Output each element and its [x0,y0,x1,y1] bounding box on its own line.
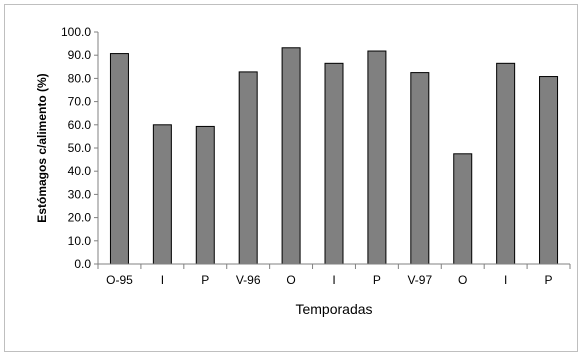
x-tick-label: O-95 [106,273,133,287]
bar [496,62,516,265]
x-axis-title: Temporadas [295,301,372,317]
x-tick-label: P [373,273,381,287]
y-tick-label: 100.0 [61,25,91,39]
x-tick-label: I [332,273,335,287]
bars [109,47,559,265]
x-tick-label: O [286,273,295,287]
y-tick-label: 80.0 [68,71,92,85]
y-tick-label: 40.0 [68,164,92,178]
y-tick-label: 60.0 [68,118,92,132]
y-tick-label: 30.0 [68,187,92,201]
bar [539,76,559,265]
y-axis-ticks: 0.0 10.0 20.0 30.0 40.0 50.0 60.0 70.0 80.0 90.0 1… [61,25,98,271]
x-tick-label: I [504,273,507,287]
bar [410,72,430,265]
x-tick-label: V-97 [407,273,432,287]
bar [324,62,344,265]
bar [367,50,387,265]
x-tick-label: I [161,273,164,287]
y-tick-label: 50.0 [68,141,92,155]
bar [195,125,215,265]
x-tick-label: P [545,273,553,287]
bar [152,124,172,265]
y-tick-label: 70.0 [68,95,92,109]
x-axis-ticks: O-95 I P V-96 O I P V-97 O I P [97,264,571,287]
bar [109,53,129,265]
y-tick-label: 10.0 [68,234,92,248]
bar [453,153,473,265]
bar [238,71,258,265]
x-tick-label: O [458,273,467,287]
y-axis-title: Estómagos c/alimento (%) [35,73,49,222]
x-tick-label: P [201,273,209,287]
y-tick-label: 0.0 [74,257,91,271]
x-tick-label: V-96 [236,273,261,287]
y-tick-label: 20.0 [68,211,92,225]
bar [281,47,301,265]
y-tick-label: 90.0 [68,48,92,62]
